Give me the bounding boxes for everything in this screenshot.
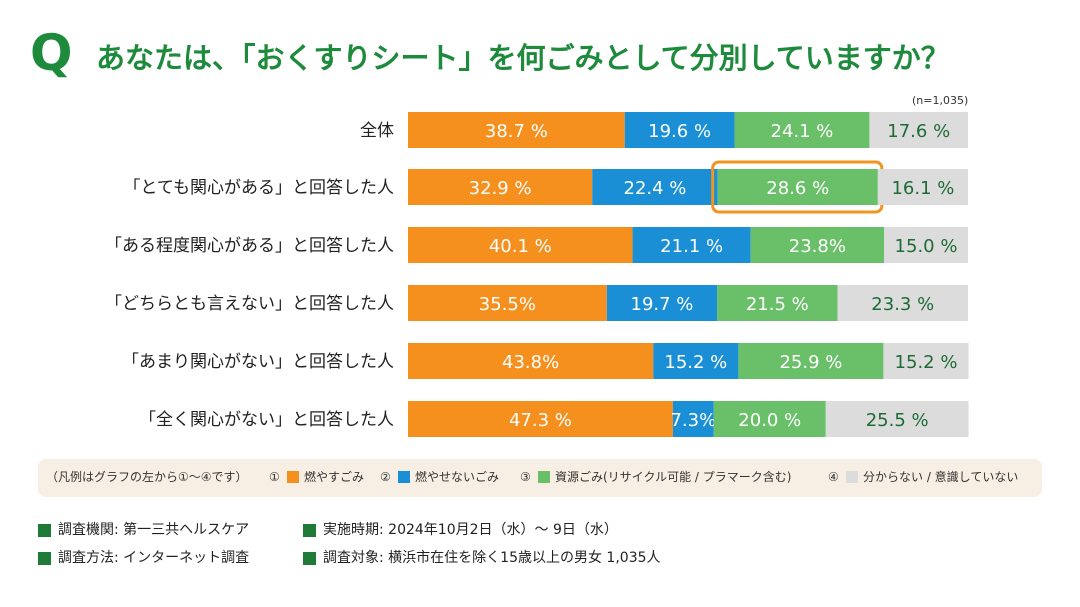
data-label: 21.1 % xyxy=(660,236,723,257)
legend-label-burnable: 燃やすごみ xyxy=(304,470,365,484)
data-label: 7.3% xyxy=(670,410,716,431)
data-label: 15.2 % xyxy=(895,352,958,373)
footer-bullet-icon xyxy=(38,524,51,537)
bar-segment-burnable xyxy=(408,227,633,263)
bar-segment-non-burnable xyxy=(672,401,714,437)
category-label: 「ある程度関心がある」と回答した人 xyxy=(105,236,394,256)
bar-segment-burnable xyxy=(408,112,625,148)
bar-segment-resource xyxy=(717,285,838,321)
bar-segment-resource xyxy=(713,401,826,437)
data-label: 25.5 % xyxy=(866,410,929,431)
legend-num-1: ① xyxy=(269,470,280,484)
data-label: 38.7 % xyxy=(485,121,548,142)
page-title: あなたは、「おくすりシート」を何ごみとして分別していますか？ xyxy=(96,41,950,75)
legend-label-unknown: 分からない / 意識していない xyxy=(863,470,1019,484)
data-label: 17.6 % xyxy=(887,121,950,142)
data-label: 15.2 % xyxy=(664,352,727,373)
bar-segment-non-burnable xyxy=(624,112,735,148)
data-label: 22.4 % xyxy=(624,178,687,199)
legend-swatch-burnable xyxy=(287,471,299,483)
stacked-bar-chart: 全体 38.7 % 19.6 % 24.1 % 17.6 % 「とても関心がある」と回答し… xyxy=(105,112,969,437)
bar-segment-non-burnable xyxy=(592,169,718,205)
legend-label-resource: 資源ごみ(リサイクル可能 / プラマーク含む) xyxy=(555,470,792,484)
footer-survey-period: 実施時期: 2024年10月2日（水）〜 9日（水） xyxy=(323,522,618,538)
data-label: 15.0 % xyxy=(895,236,958,257)
question-mark-icon: Q xyxy=(30,24,73,82)
data-label: 20.0 % xyxy=(738,410,801,431)
legend-num-4: ④ xyxy=(828,470,839,484)
bar-segment-unknown xyxy=(877,169,968,205)
category-label: 「あまり関心がない」と回答した人 xyxy=(122,352,394,372)
bar-segment-non-burnable xyxy=(606,285,718,321)
legend-label-non-burnable: 燃やせないごみ xyxy=(415,470,500,484)
data-label: 19.7 % xyxy=(631,294,694,315)
data-label: 21.5 % xyxy=(746,294,809,315)
bar-segment-non-burnable xyxy=(653,343,739,379)
data-label: 35.5% xyxy=(479,294,536,315)
footer-bullet-icon xyxy=(303,524,316,537)
bar-segment-resource xyxy=(717,169,878,205)
bar-segment-unknown xyxy=(837,285,968,321)
bar-segment-unknown xyxy=(883,343,969,379)
category-label: 全体 xyxy=(360,121,394,141)
data-label: 28.6 % xyxy=(766,178,829,199)
sample-size-note: (n=1,035) xyxy=(912,94,969,107)
bar-segment-resource xyxy=(738,343,884,379)
data-label: 43.8% xyxy=(502,352,559,373)
legend: （凡例はグラフの左から①〜④です） ① 燃やすごみ ② 燃やせないごみ ③ 資源… xyxy=(38,459,1042,497)
bar-segment-burnable xyxy=(408,343,654,379)
category-label: 「とても関心がある」と回答した人 xyxy=(123,178,394,198)
legend-swatch-unknown xyxy=(846,471,858,483)
data-label: 40.1 % xyxy=(489,236,552,257)
footer-survey-org: 調査機関: 第一三共ヘルスケア xyxy=(58,522,250,538)
legend-num-3: ③ xyxy=(520,470,531,484)
data-label: 23.3 % xyxy=(871,294,934,315)
bar-segment-burnable xyxy=(408,169,593,205)
legend-num-2: ② xyxy=(380,470,391,484)
data-label: 16.1 % xyxy=(891,178,954,199)
bar-segment-burnable xyxy=(408,401,673,437)
bar-segment-unknown xyxy=(884,227,968,263)
footer-survey-target: 調査対象: 横浜市在住を除く15歳以上の男女 1,035人 xyxy=(323,550,661,566)
data-label: 32.9 % xyxy=(469,178,532,199)
bar-segment-burnable xyxy=(408,285,607,321)
data-label: 24.1 % xyxy=(771,121,834,142)
data-label: 25.9 % xyxy=(779,352,842,373)
bar-segment-non-burnable xyxy=(632,227,751,263)
data-label: 23.8% xyxy=(789,236,846,257)
data-label: 19.6 % xyxy=(648,121,711,142)
data-label: 47.3 % xyxy=(509,410,572,431)
legend-swatch-resource xyxy=(538,471,550,483)
footer-survey-method: 調査方法: インターネット調査 xyxy=(58,550,250,566)
footer-bullet-icon xyxy=(38,552,51,565)
legend-swatch-non-burnable xyxy=(398,471,410,483)
bar-segment-resource xyxy=(734,112,870,148)
footer-bullet-icon xyxy=(303,552,316,565)
category-label: 「全く関心がない」と回答した人 xyxy=(139,410,394,430)
legend-note: （凡例はグラフの左から①〜④です） xyxy=(46,470,248,484)
bar-segment-unknown xyxy=(869,112,968,148)
bar-segment-resource xyxy=(750,227,884,263)
bar-segment-unknown xyxy=(825,401,969,437)
category-label: 「どちらとも言えない」と回答した人 xyxy=(105,294,394,314)
